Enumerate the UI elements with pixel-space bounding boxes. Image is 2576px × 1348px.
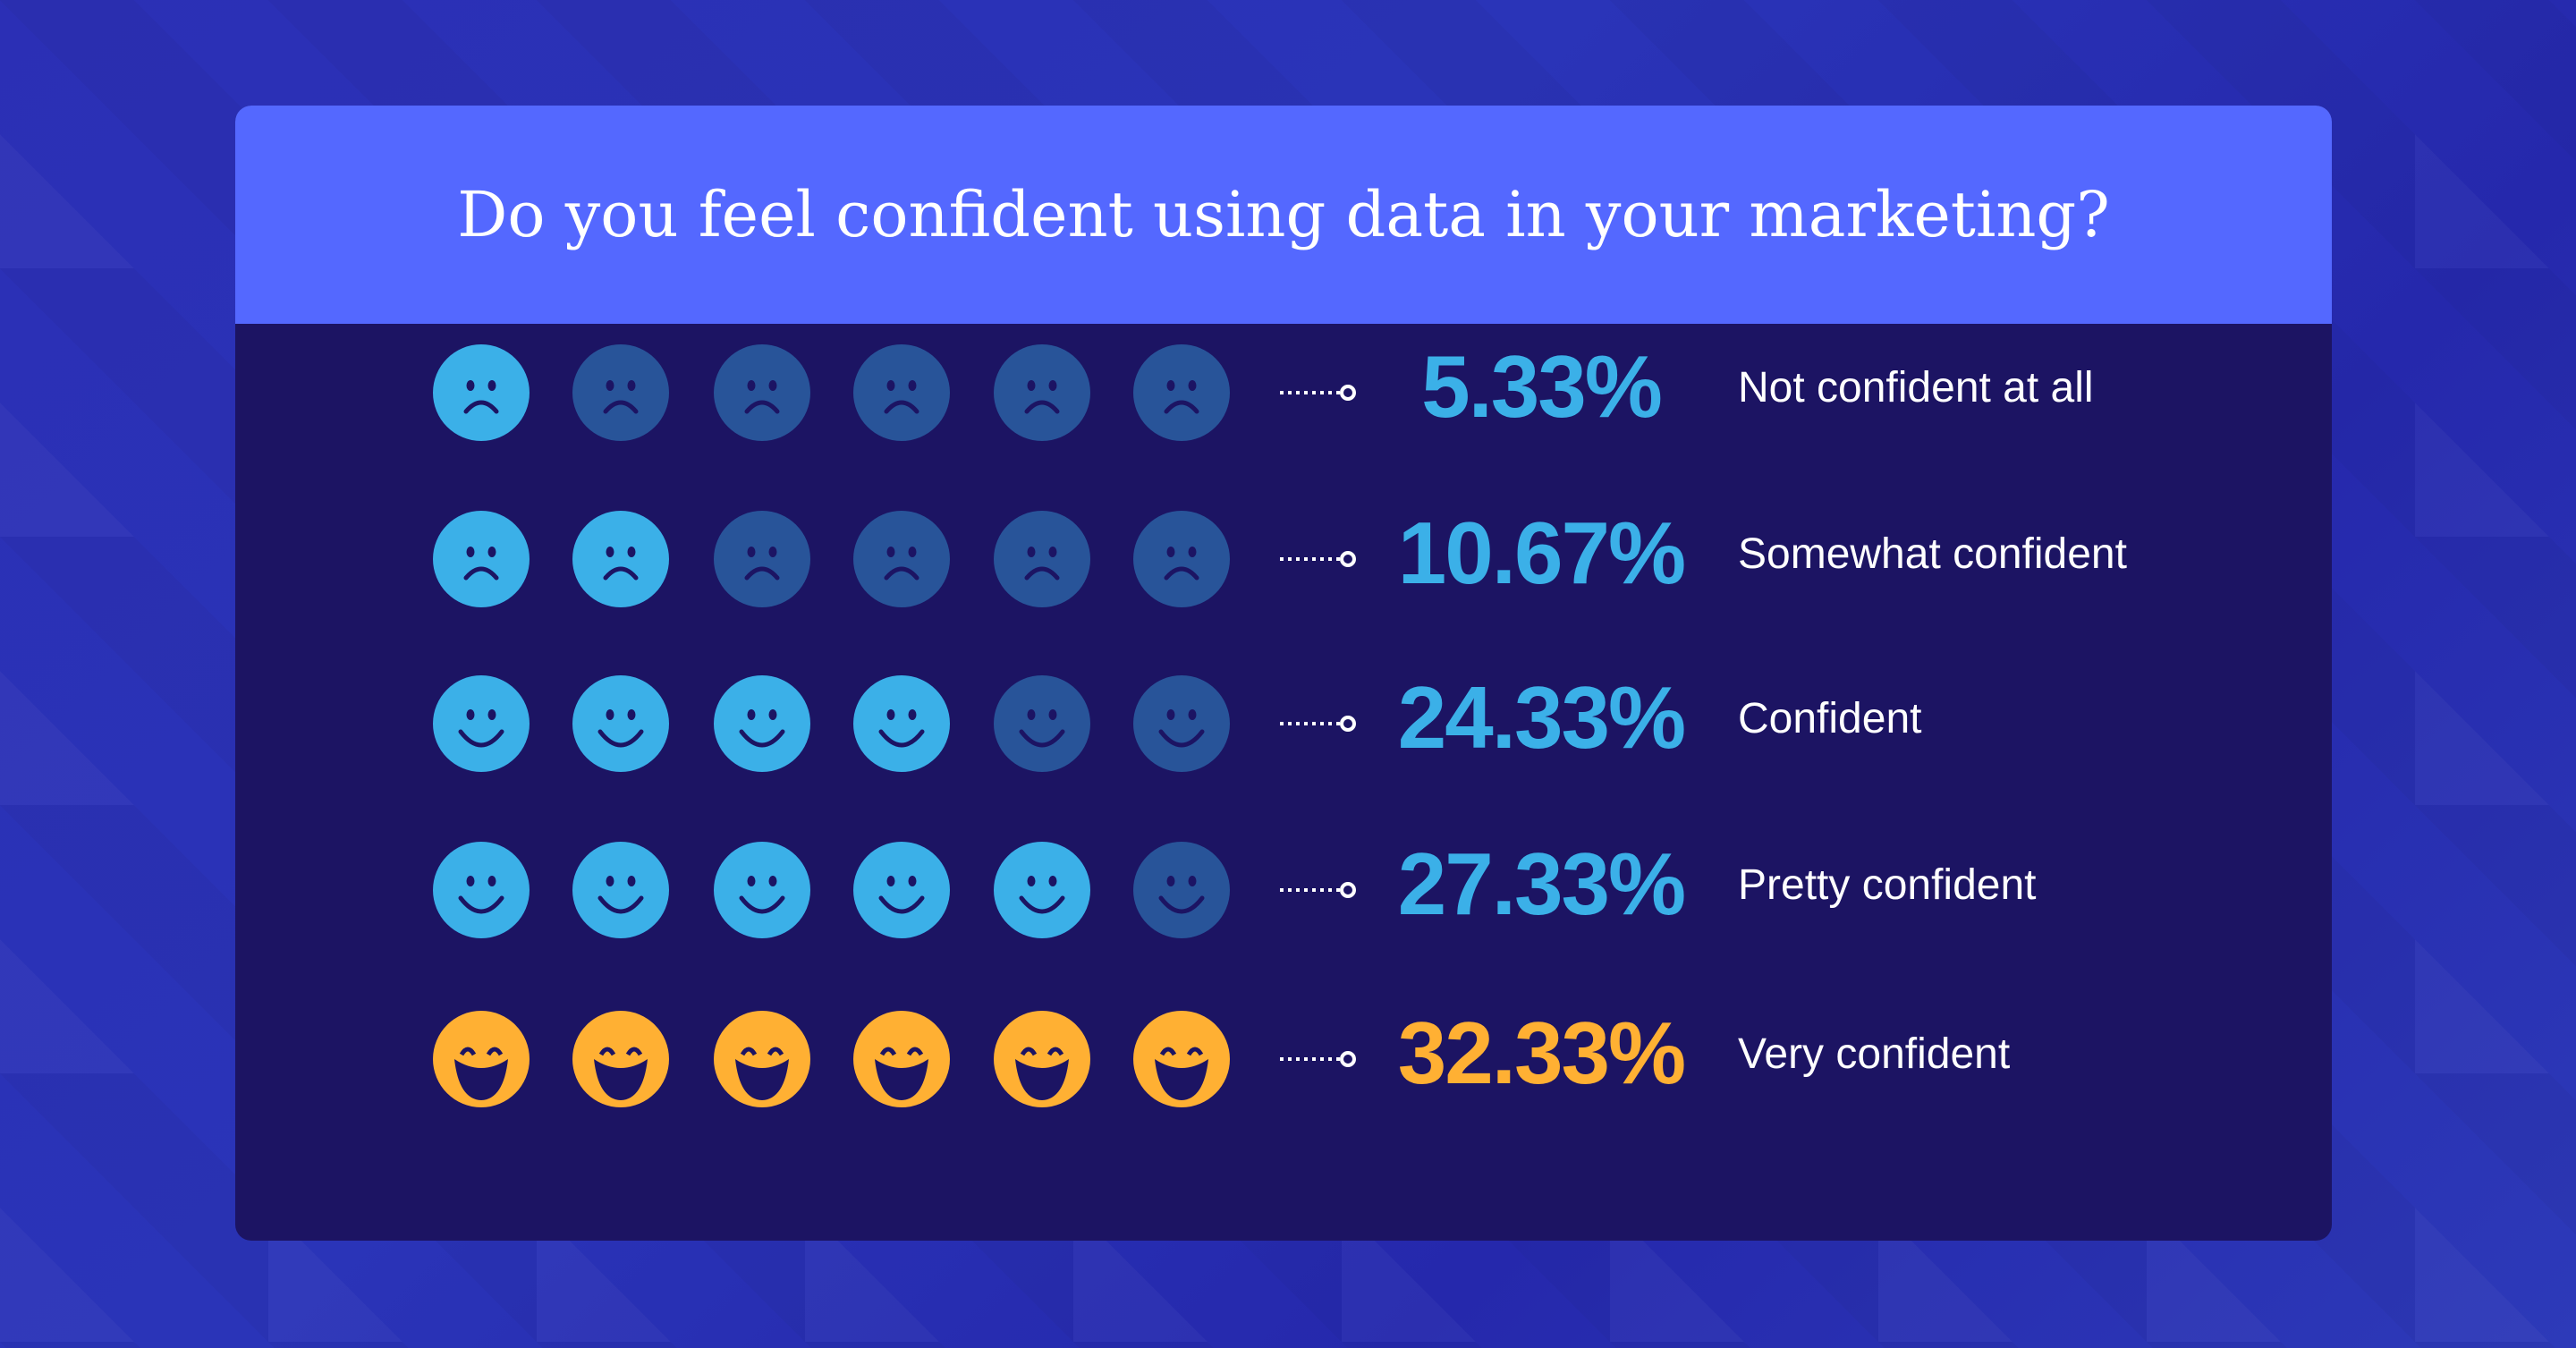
survey-card: Do you feel confident using data in your… xyxy=(235,106,2332,1241)
sad-face-icon-empty xyxy=(852,343,951,442)
connector-dots-icon xyxy=(1278,381,1359,404)
sad-face-icon-filled xyxy=(432,343,530,442)
smile-face-icon-filled xyxy=(572,674,670,773)
connector-dots-icon xyxy=(1278,878,1359,902)
sad-face-icon-empty xyxy=(1132,343,1231,442)
sad-face-icon-filled xyxy=(572,510,670,608)
percent-value: 32.33% xyxy=(1397,1004,1686,1102)
sad-face-icon-empty xyxy=(713,343,811,442)
connector-dots-icon xyxy=(1278,712,1359,735)
card-header: Do you feel confident using data in your… xyxy=(235,106,2332,324)
connector-dots-icon xyxy=(1278,1047,1359,1071)
smile-face-icon-filled xyxy=(993,841,1091,939)
smile-face-icon-filled xyxy=(852,841,951,939)
smile-face-icon-filled xyxy=(852,674,951,773)
sad-face-icon-empty xyxy=(572,343,670,442)
category-label: Confident xyxy=(1738,695,1922,742)
chart-title: Do you feel confident using data in your… xyxy=(457,178,2110,251)
sad-face-icon-empty xyxy=(852,510,951,608)
smile-face-icon-empty xyxy=(1132,674,1231,773)
smile-face-icon-filled xyxy=(713,674,811,773)
percent-value: 10.67% xyxy=(1397,504,1686,602)
percent-value: 27.33% xyxy=(1397,835,1686,933)
sad-face-icon-filled xyxy=(432,510,530,608)
chart-row: 32.33% Very confident xyxy=(235,1004,2332,1117)
category-label: Somewhat confident xyxy=(1738,530,2127,578)
chart-row: 10.67% Somewhat confident xyxy=(235,504,2332,617)
smile-face-icon-filled xyxy=(572,841,670,939)
connector-dots-icon xyxy=(1278,547,1359,571)
chart-row: 27.33% Pretty confident xyxy=(235,835,2332,948)
sad-face-icon-empty xyxy=(993,343,1091,442)
category-label: Pretty confident xyxy=(1738,861,2037,909)
laughing-face-icon-filled xyxy=(713,1010,811,1108)
category-label: Not confident at all xyxy=(1738,364,2094,411)
sad-face-icon-empty xyxy=(1132,510,1231,608)
laughing-face-icon-filled xyxy=(1132,1010,1231,1108)
percent-value: 24.33% xyxy=(1397,668,1686,767)
chart-row: 5.33% Not confident at all xyxy=(235,337,2332,451)
sad-face-icon-empty xyxy=(993,510,1091,608)
laughing-face-icon-filled xyxy=(572,1010,670,1108)
sad-face-icon-empty xyxy=(713,510,811,608)
smile-face-icon-filled xyxy=(432,841,530,939)
chart-row: 24.33% Confident xyxy=(235,668,2332,782)
percent-value: 5.33% xyxy=(1421,337,1663,436)
laughing-face-icon-filled xyxy=(432,1010,530,1108)
smile-face-icon-empty xyxy=(1132,841,1231,939)
category-label: Very confident xyxy=(1738,1030,2011,1078)
laughing-face-icon-filled xyxy=(852,1010,951,1108)
smile-face-icon-empty xyxy=(993,674,1091,773)
smile-face-icon-filled xyxy=(432,674,530,773)
laughing-face-icon-filled xyxy=(993,1010,1091,1108)
smile-face-icon-filled xyxy=(713,841,811,939)
